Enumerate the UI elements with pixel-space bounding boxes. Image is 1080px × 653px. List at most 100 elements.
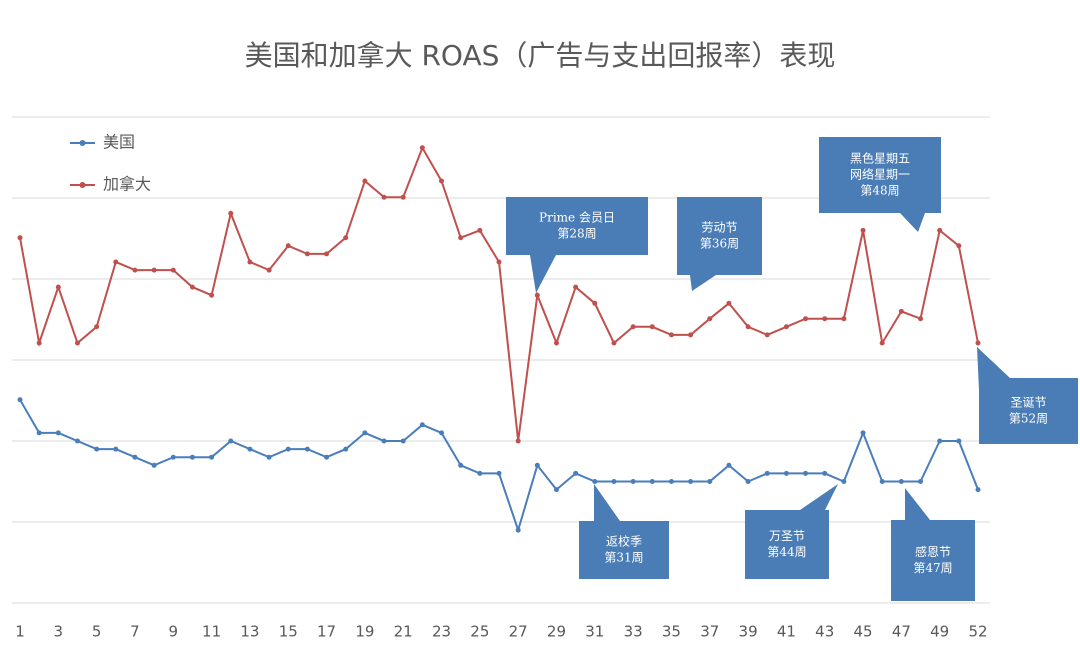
data-point	[688, 332, 694, 338]
series-line	[19, 399, 979, 534]
x-tick-label: 21	[394, 623, 413, 641]
chart-title: 美国和加拿大 ROAS（广告与支出回报率）表现	[245, 39, 836, 72]
data-point	[764, 470, 770, 476]
data-point	[324, 251, 330, 257]
legend-marker	[79, 182, 86, 188]
data-point	[285, 446, 291, 452]
data-point	[458, 235, 464, 241]
callout-text: 圣诞节	[1010, 396, 1046, 410]
x-tick-label: 52	[968, 623, 987, 641]
x-tick-label: 33	[624, 623, 643, 641]
data-point	[630, 479, 636, 484]
data-point	[975, 487, 981, 493]
data-point	[515, 438, 521, 444]
data-point	[381, 194, 387, 200]
data-point	[458, 462, 464, 468]
data-point	[304, 446, 310, 452]
data-point	[822, 316, 828, 322]
callout-text: 感恩节	[915, 544, 951, 559]
data-point	[36, 430, 42, 436]
data-point	[36, 340, 42, 346]
data-point	[918, 316, 924, 322]
data-point	[189, 454, 195, 460]
data-point	[247, 446, 253, 452]
data-point	[937, 438, 943, 444]
data-point	[573, 284, 579, 290]
data-point	[439, 430, 445, 436]
data-point	[764, 332, 770, 338]
data-point	[534, 292, 540, 298]
data-point	[918, 479, 924, 484]
data-point	[783, 470, 789, 476]
data-point	[630, 324, 636, 330]
data-point	[228, 210, 234, 216]
callout-text: 第47周	[913, 561, 952, 575]
data-point	[726, 462, 732, 468]
data-point	[822, 470, 828, 476]
data-point	[247, 259, 253, 265]
data-point	[304, 251, 310, 257]
data-point	[400, 438, 406, 444]
x-tick-label: 45	[853, 623, 872, 641]
data-point	[937, 227, 943, 233]
data-point	[132, 454, 138, 460]
data-point	[879, 479, 885, 484]
x-tick-label: 27	[509, 623, 528, 641]
data-point	[17, 235, 23, 241]
callout-text: 万圣节	[769, 529, 805, 543]
data-point	[74, 438, 80, 444]
x-tick-label: 39	[739, 623, 758, 641]
data-point	[266, 454, 272, 460]
x-tick-label: 23	[432, 623, 451, 641]
legend-label: 加拿大	[103, 175, 151, 194]
callout-box	[579, 521, 669, 579]
data-point	[668, 332, 674, 338]
data-point	[228, 438, 234, 444]
x-tick-label: 47	[892, 623, 911, 641]
callout-text: 返校季	[606, 534, 642, 549]
data-point	[170, 267, 176, 273]
callout-text: 第31周	[604, 551, 643, 565]
data-point	[55, 284, 61, 290]
x-tick-label: 25	[470, 623, 489, 641]
data-point	[553, 340, 559, 346]
data-point	[419, 145, 425, 151]
callout-tail	[530, 255, 556, 293]
data-point	[17, 397, 23, 403]
x-tick-label: 43	[815, 623, 834, 641]
data-point	[726, 300, 732, 306]
data-point	[477, 227, 483, 233]
data-point	[151, 462, 157, 468]
data-point	[266, 267, 272, 273]
callout-tail	[594, 484, 620, 521]
data-point	[151, 267, 157, 273]
x-tick-label: 7	[130, 623, 140, 641]
callout-text: Prime 会员日	[539, 211, 615, 225]
callout-box	[677, 197, 762, 275]
data-point	[860, 430, 866, 436]
data-point	[707, 316, 713, 322]
data-point	[803, 316, 809, 322]
callout-box	[891, 520, 975, 601]
data-point	[611, 340, 617, 346]
data-point	[649, 479, 655, 484]
data-point	[898, 479, 904, 484]
data-point	[745, 324, 751, 330]
x-tick-label: 37	[700, 623, 719, 641]
callout-text: 黑色星期五	[850, 152, 910, 166]
data-point	[170, 454, 176, 460]
data-point	[113, 446, 119, 452]
data-point	[534, 462, 540, 468]
x-tick-label: 15	[279, 623, 298, 641]
x-tick-label: 19	[355, 623, 374, 641]
data-point	[209, 454, 215, 460]
data-point	[55, 430, 61, 436]
data-point	[324, 454, 330, 460]
callout-box	[979, 378, 1078, 444]
data-point	[898, 308, 904, 314]
